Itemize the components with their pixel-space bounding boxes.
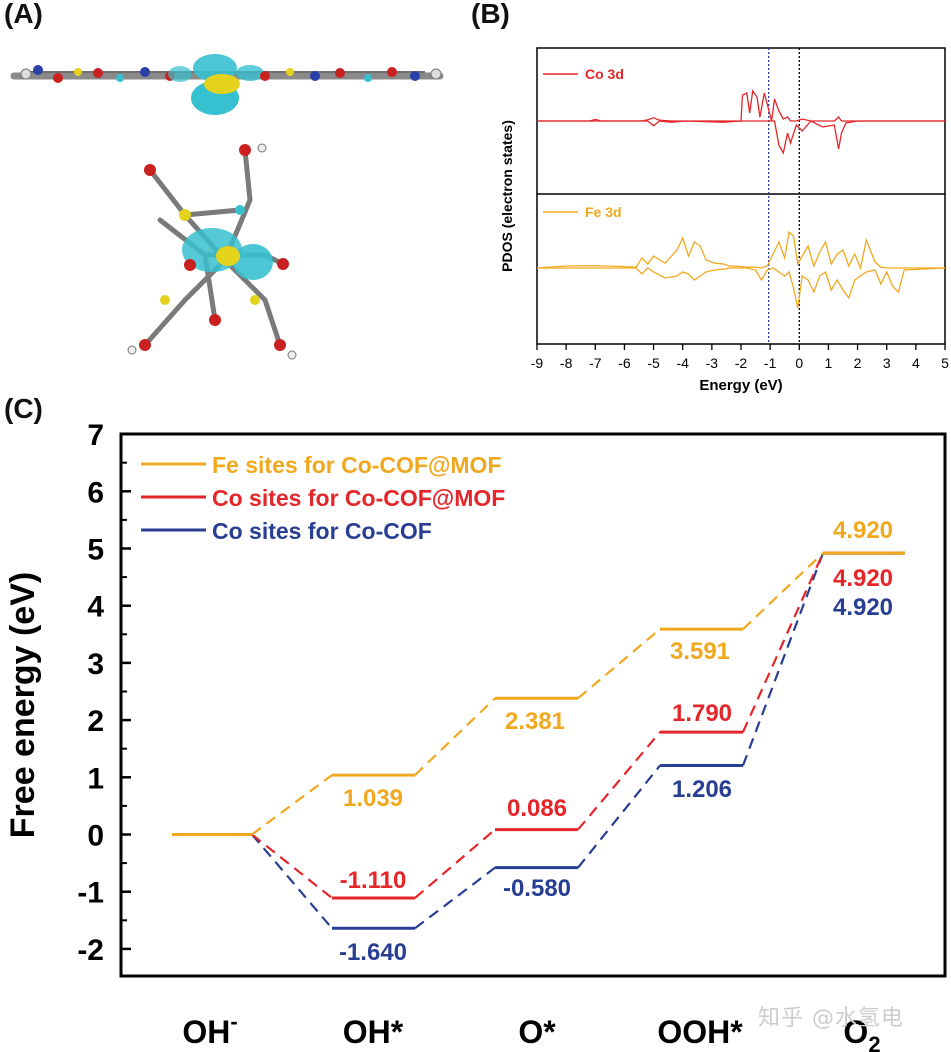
pdos-xtick-label: -2 bbox=[735, 355, 748, 371]
pdos-xtick-label: -4 bbox=[676, 355, 689, 371]
fe-ytick-label: 7 bbox=[87, 419, 104, 452]
fe-value-label: 4.920 bbox=[833, 565, 893, 592]
fe-category-label: OH- bbox=[182, 1009, 237, 1050]
pdos-chart: -9 -8 -7 -6 -5 -4 -3 -2 -1 0 1 2 3 4 5 Co 3d Fe 3d Ener… bbox=[499, 47, 949, 394]
pdos-legend-label: Co 3d bbox=[585, 66, 624, 82]
pdos-xtick-label: 2 bbox=[854, 355, 862, 371]
fe-value-label: -0.580 bbox=[503, 875, 571, 902]
fe-legend-label: Co sites for Co-COF bbox=[212, 518, 432, 544]
pdos-xtick-label: -8 bbox=[560, 355, 573, 371]
fe-connector-cocof bbox=[741, 552, 825, 766]
pdos-legend-label: Fe 3d bbox=[585, 204, 622, 220]
fe-value-label: 4.920 bbox=[833, 517, 893, 544]
fe-connector-fe bbox=[742, 552, 824, 630]
fe-connector-cocof bbox=[414, 866, 496, 930]
panel-c-label: (C) bbox=[4, 393, 43, 424]
fe-ytick-label: 0 bbox=[87, 820, 104, 853]
panel-a-label: (A) bbox=[4, 0, 43, 29]
pdos-xtick-label: -5 bbox=[647, 355, 660, 371]
fe-ylabel: Free energy (eV) bbox=[4, 572, 42, 838]
fe-ytick-label: -2 bbox=[77, 934, 104, 967]
fe-connector-fe bbox=[414, 697, 496, 776]
pdos-xtick-label: 5 bbox=[941, 355, 949, 371]
pdos-frame bbox=[536, 47, 946, 345]
fe-connector-co bbox=[414, 828, 496, 899]
fe-ytick-label: 1 bbox=[87, 762, 104, 795]
fe-connector-cocof bbox=[251, 833, 333, 930]
pdos-xtick-label: -3 bbox=[706, 355, 719, 371]
pdos-xtick-label: 0 bbox=[795, 355, 803, 371]
pdos-ylabel: PDOS (electron states) bbox=[499, 120, 515, 272]
pdos-xtick-label: -1 bbox=[764, 355, 777, 371]
pdos-series-up-co bbox=[537, 89, 945, 122]
fe-value-label: -1.640 bbox=[339, 939, 407, 966]
fe-ytick-label: 6 bbox=[87, 476, 104, 509]
fe-value-label: -1.110 bbox=[340, 867, 407, 894]
free-energy-chart: -2 -1 0 1 2 3 4 5 6 7 1.039 2.381 3.591 4.920 -1.110 0… bbox=[4, 419, 947, 1052]
pdos-xtick-label: 3 bbox=[883, 355, 891, 371]
pdos-xtick-label: -6 bbox=[618, 355, 631, 371]
molecular-structure-icon bbox=[10, 54, 444, 360]
fe-value-label: 2.381 bbox=[505, 708, 565, 735]
fe-value-label: 4.920 bbox=[833, 594, 893, 621]
fe-frame bbox=[119, 432, 947, 978]
fe-connector-fe bbox=[251, 774, 333, 836]
fe-value-label: 3.591 bbox=[670, 638, 730, 665]
fe-value-label: 1.790 bbox=[672, 700, 732, 727]
fe-legend-label: Fe sites for Co-COF@MOF bbox=[212, 452, 502, 478]
fe-value-label: 0.086 bbox=[507, 795, 567, 822]
pdos-xtick-label: 4 bbox=[912, 355, 920, 371]
fe-connector-fe bbox=[577, 628, 661, 700]
fe-connector-cocof bbox=[577, 764, 661, 869]
fe-legend-label: Co sites for Co-COF@MOF bbox=[212, 485, 505, 511]
fe-category-label: OH* bbox=[343, 1014, 404, 1050]
pdos-series-down-co bbox=[537, 120, 945, 155]
cof-side-view bbox=[10, 54, 444, 115]
fe-connector-co bbox=[251, 833, 333, 899]
panel-b-label: (B) bbox=[471, 0, 510, 29]
pdos-xtick-label: -9 bbox=[531, 355, 544, 371]
fe-value-label: 1.039 bbox=[343, 785, 403, 812]
fe-connector-co bbox=[577, 731, 661, 831]
pdos-xlabel: Energy (eV) bbox=[699, 377, 782, 394]
pdos-xtick-label: 1 bbox=[825, 355, 833, 371]
fe-ytick-label: 4 bbox=[87, 591, 104, 624]
fe-category-label: O* bbox=[518, 1014, 556, 1050]
watermark-text: 知乎 @水氢电 bbox=[758, 1006, 904, 1031]
fe-ytick-label: -1 bbox=[77, 877, 104, 910]
fe-value-label: 1.206 bbox=[672, 776, 732, 803]
fe-category-label: OOH* bbox=[657, 1014, 743, 1050]
fe-ytick-label: 3 bbox=[87, 648, 104, 681]
fe-ytick-label: 2 bbox=[87, 705, 104, 738]
fe-ytick-label: 5 bbox=[87, 534, 104, 567]
pdos-series-up-fe bbox=[536, 230, 945, 271]
mof-cluster-atoms bbox=[127, 143, 297, 360]
fe-connector-co bbox=[741, 552, 825, 733]
pdos-series-down-fe bbox=[537, 267, 946, 309]
pdos-xtick-label: -7 bbox=[589, 355, 602, 371]
